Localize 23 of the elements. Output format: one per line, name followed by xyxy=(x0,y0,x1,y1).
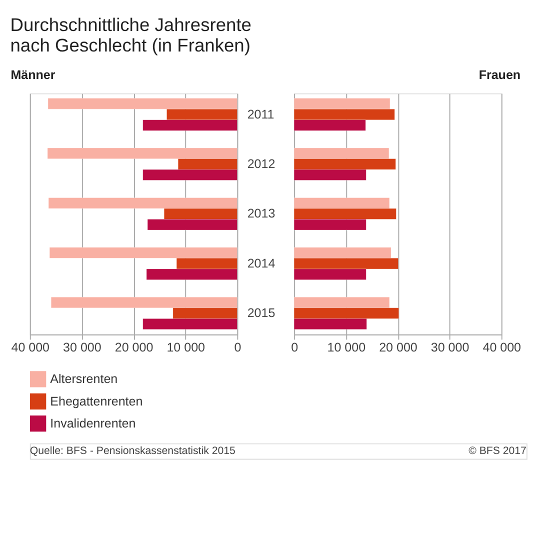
legend-label: Altersrenten xyxy=(50,372,118,386)
y-tick-label: 2011 xyxy=(247,107,274,122)
x-tick-label: 10 000 xyxy=(327,340,366,354)
chart-subtitle: Männer xyxy=(10,68,56,82)
y-tick-label: 2015 xyxy=(247,306,276,320)
chart-title: Durchschnittliche Jahresrente nach Geschlecht (in Franken) xyxy=(10,14,252,56)
x-tick-label: 40 000 xyxy=(482,340,522,354)
chart-subtitle: Frauen xyxy=(478,68,521,82)
x-tick-label: 30 000 xyxy=(430,340,470,354)
text: © BFS 2017 xyxy=(468,444,527,457)
x-tick-label: 20 000 xyxy=(114,340,154,354)
x-tick-label: 40 000 xyxy=(11,340,50,354)
y-tick-label: 2013 xyxy=(247,206,276,221)
x-tick-label: 0 xyxy=(234,340,242,354)
legend-label: Invalidenrenten xyxy=(50,416,136,430)
x-tick-label: 20 000 xyxy=(379,340,418,354)
y-tick-label: 2012 xyxy=(247,157,276,172)
x-tick-label: 30 000 xyxy=(63,340,102,354)
x-tick-label: 10 000 xyxy=(166,340,206,354)
source-note: Quelle: BFS - Pensionskassenstatistik 2015 xyxy=(30,444,236,457)
x-tick-label: 0 xyxy=(291,340,298,354)
legend-label: Ehegattenrenten xyxy=(50,394,143,408)
y-tick-label: 2014 xyxy=(247,256,276,270)
